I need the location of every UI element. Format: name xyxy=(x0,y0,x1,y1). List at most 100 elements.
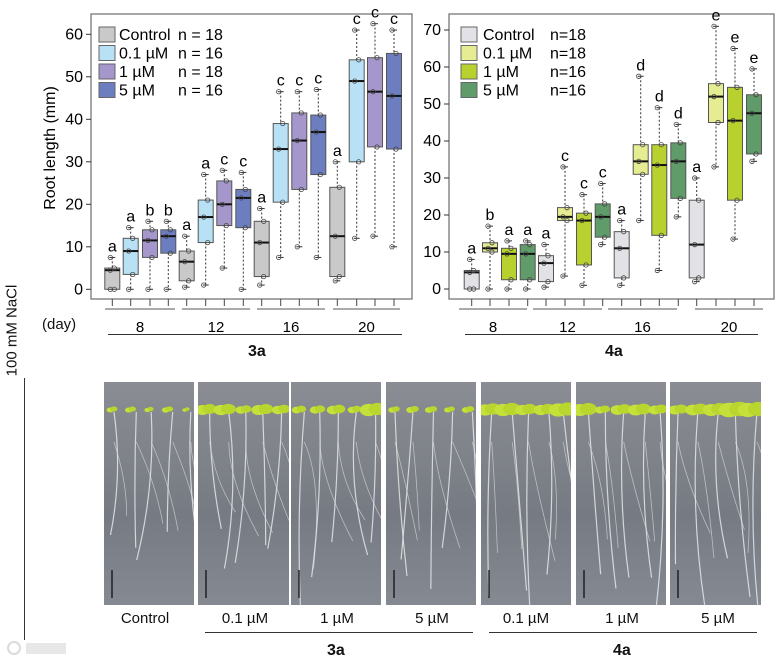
box-12-1: c xyxy=(557,148,573,279)
box xyxy=(142,229,158,258)
significance-letter: d xyxy=(655,89,664,106)
box xyxy=(594,203,611,238)
significance-letter: e xyxy=(750,50,759,67)
photo-label: 5 µM xyxy=(701,610,735,627)
data-point xyxy=(485,286,491,292)
data-point xyxy=(527,242,533,248)
data-point xyxy=(654,267,660,274)
box-16-2: c xyxy=(291,73,308,250)
data-point xyxy=(352,78,358,84)
data-point xyxy=(602,201,608,207)
box xyxy=(310,114,327,176)
box-20-0: a xyxy=(688,159,705,285)
data-point xyxy=(238,195,244,201)
seedling-photo xyxy=(198,382,289,605)
box xyxy=(272,123,289,203)
data-point xyxy=(541,260,547,266)
day-label: 16 xyxy=(283,319,300,336)
y-tick-label: 40 xyxy=(65,111,83,128)
box-16-1: d xyxy=(632,57,649,224)
data-point xyxy=(598,180,604,187)
data-point xyxy=(313,86,319,93)
box-12-3: c xyxy=(594,165,611,248)
data-point xyxy=(205,197,211,203)
data-point xyxy=(579,192,585,198)
data-point xyxy=(730,118,736,124)
seedling-photo xyxy=(104,382,194,605)
box-12-2: c xyxy=(576,176,592,288)
significance-letter: c xyxy=(371,5,379,22)
data-point xyxy=(186,248,192,254)
data-point xyxy=(504,251,510,257)
data-point xyxy=(541,242,547,248)
box xyxy=(688,199,705,279)
legend-n: n = 18 xyxy=(178,27,223,44)
photo-group-label-4a: 4a xyxy=(613,642,631,659)
data-point xyxy=(182,233,188,239)
box xyxy=(197,199,214,244)
data-point xyxy=(677,195,683,201)
significance-letter: c xyxy=(220,151,228,168)
box xyxy=(727,86,743,201)
data-point xyxy=(471,286,477,292)
day-label: 12 xyxy=(559,319,576,336)
data-point xyxy=(163,233,169,239)
y-tick-label: 0 xyxy=(432,281,441,298)
y-tick-label: 30 xyxy=(65,154,83,171)
data-point xyxy=(163,218,169,224)
photo-group-label-3a: 3a xyxy=(327,642,345,659)
day-label: 20 xyxy=(358,319,375,336)
data-point xyxy=(242,225,248,231)
data-point xyxy=(598,242,604,248)
data-point xyxy=(730,236,736,242)
box-16-0: a xyxy=(613,202,630,288)
box xyxy=(538,255,554,283)
significance-letter: b xyxy=(164,202,173,219)
data-point xyxy=(238,286,244,292)
data-point xyxy=(298,110,304,116)
legend-label: 5 µM xyxy=(483,83,519,100)
photo-label: 0.1 µM xyxy=(221,610,269,627)
data-point xyxy=(393,146,399,152)
data-point xyxy=(280,120,286,127)
data-point xyxy=(313,129,319,135)
data-point xyxy=(276,254,282,261)
day-label: 16 xyxy=(634,319,651,336)
y-axis-label: Root length (mm) xyxy=(42,86,59,210)
data-point xyxy=(356,57,362,63)
legend-label: Control xyxy=(119,27,171,44)
significance-letter: a xyxy=(257,190,266,207)
data-point xyxy=(749,66,755,72)
data-point xyxy=(223,178,229,184)
legend-swatch xyxy=(98,82,116,98)
side-divider xyxy=(24,378,25,640)
data-point xyxy=(696,197,702,203)
data-point xyxy=(370,21,376,27)
data-point xyxy=(317,171,323,178)
data-point xyxy=(257,239,263,246)
day-label: 12 xyxy=(208,319,225,336)
legend-swatch xyxy=(98,45,116,61)
data-point xyxy=(389,244,395,250)
significance-letter: c xyxy=(390,11,398,28)
box-8-1: b xyxy=(482,207,498,292)
box-20-1: e xyxy=(708,7,724,170)
significance-letter: c xyxy=(295,73,303,90)
box-12-2: c xyxy=(216,151,233,271)
data-point xyxy=(692,175,698,181)
y-tick-label: 10 xyxy=(65,239,83,256)
box-12-3: c xyxy=(235,153,252,292)
box xyxy=(348,59,365,163)
legend-n: n=18 xyxy=(550,27,586,44)
photo-label: 5 µM xyxy=(415,610,449,627)
data-point xyxy=(352,235,358,241)
significance-letter: c xyxy=(314,71,322,88)
data-point xyxy=(336,273,342,280)
data-point xyxy=(201,214,207,220)
significance-letter: a xyxy=(692,159,701,176)
day-label: 8 xyxy=(136,319,144,336)
box xyxy=(367,57,383,148)
legend-label: 5 µM xyxy=(119,83,155,100)
